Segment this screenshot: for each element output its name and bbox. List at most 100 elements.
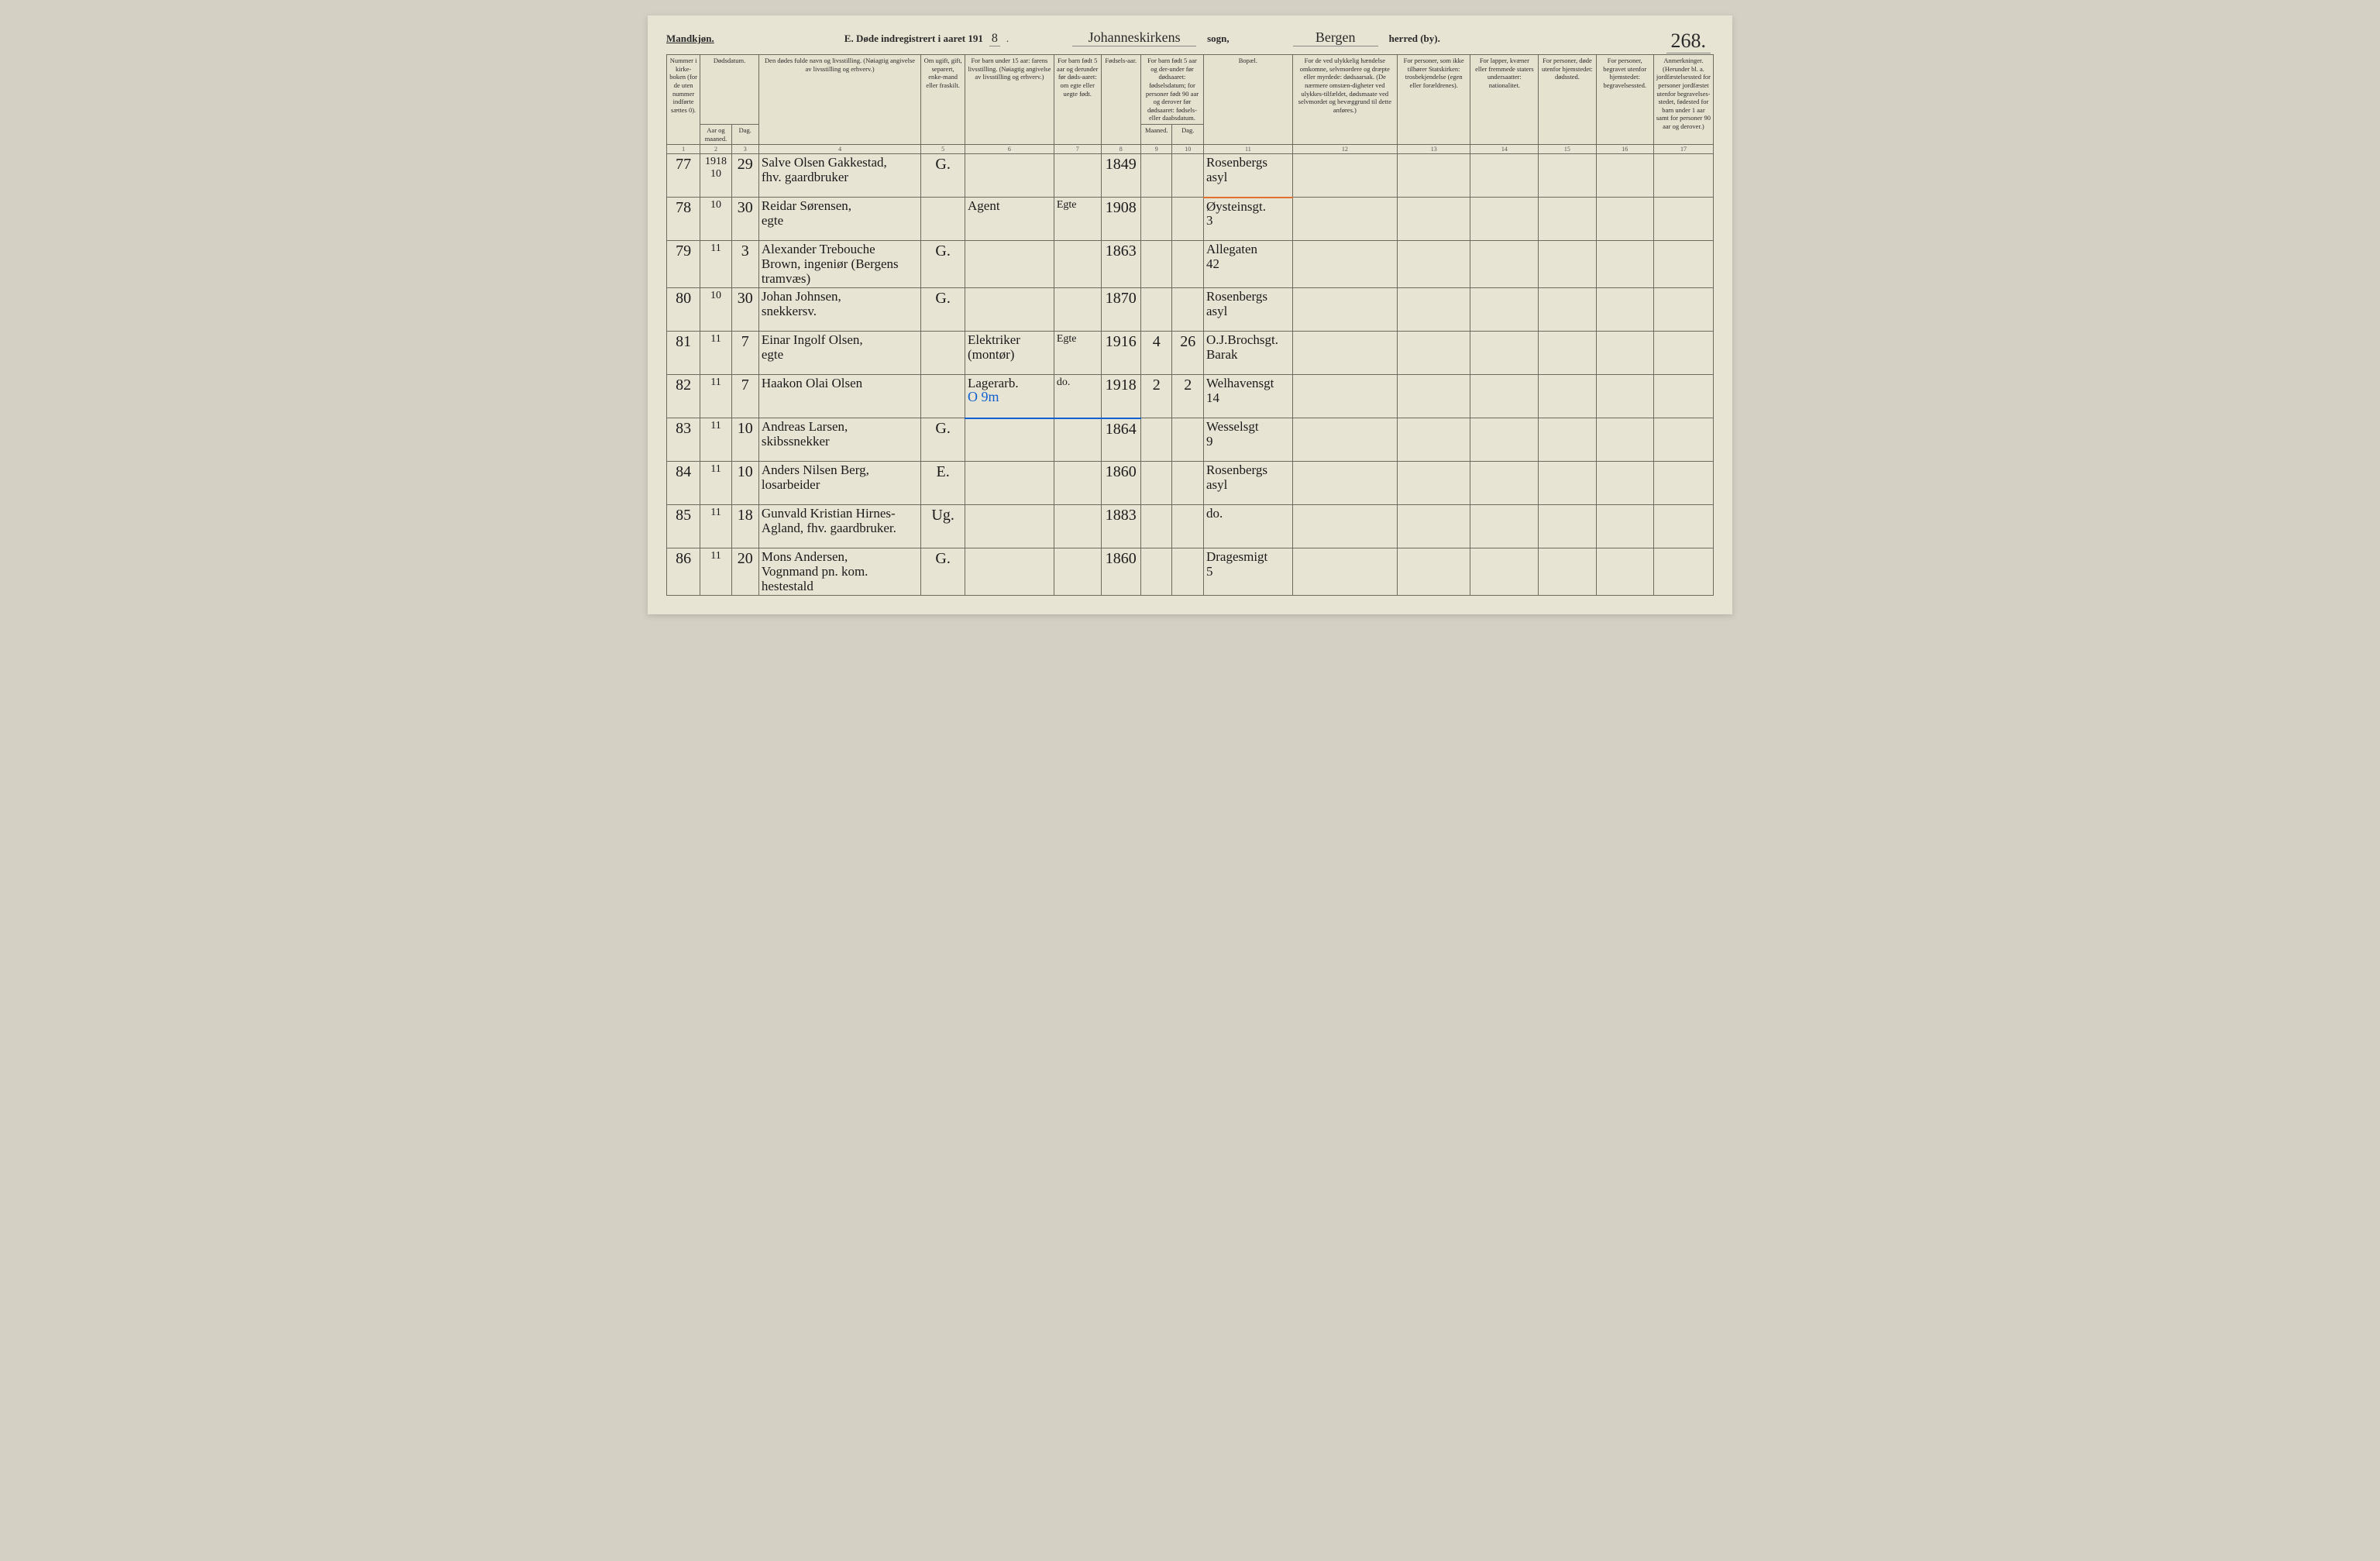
death-year-month: 11 xyxy=(700,241,732,288)
birth-month xyxy=(1140,505,1172,548)
birth-year: 1864 xyxy=(1101,418,1140,462)
marital-status: G. xyxy=(921,154,965,198)
birth-day xyxy=(1172,198,1204,241)
page-number: 268. xyxy=(1666,29,1711,53)
col-header: For personer, som ikke tilhører Statskir… xyxy=(1397,55,1470,145)
birth-month xyxy=(1140,241,1172,288)
col-header: For personer, begravet utenfor hjemstede… xyxy=(1596,55,1653,145)
cell-empty xyxy=(1596,505,1653,548)
cell-empty xyxy=(1397,288,1470,332)
deceased-name: Mons Andersen,Vognmand pn. kom. hestesta… xyxy=(758,548,920,596)
cell-empty xyxy=(1596,375,1653,418)
deceased-name: Einar Ingolf Olsen,egte xyxy=(758,332,920,375)
column-number-row: 1234567891011121314151617 xyxy=(667,145,1714,154)
column-number: 6 xyxy=(965,145,1054,154)
father-occupation: Agent xyxy=(965,198,1054,241)
residence: Øysteinsgt.3 xyxy=(1203,198,1292,241)
cell-empty xyxy=(1539,241,1596,288)
cell-empty xyxy=(1292,462,1397,505)
table-row: 831110Andreas Larsen,skibssnekkerG.1864W… xyxy=(667,418,1714,462)
cell-empty xyxy=(1596,418,1653,462)
cell-empty xyxy=(1397,548,1470,596)
legitimacy xyxy=(1054,241,1101,288)
cell-empty xyxy=(1292,375,1397,418)
table-row: 82117Haakon Olai OlsenLagerarb.O 9mdo.19… xyxy=(667,375,1714,418)
cell-empty xyxy=(1596,332,1653,375)
column-number: 7 xyxy=(1054,145,1101,154)
marital-status: G. xyxy=(921,241,965,288)
residence: Welhavensgt14 xyxy=(1203,375,1292,418)
death-year-month: 11 xyxy=(700,548,732,596)
entry-number: 86 xyxy=(667,548,700,596)
table-body: 7719181029Salve Olsen Gakkestad,fhv. gaa… xyxy=(667,154,1714,596)
cell-empty xyxy=(1653,241,1713,288)
deceased-name: Reidar Sørensen,egte xyxy=(758,198,920,241)
entry-number: 77 xyxy=(667,154,700,198)
cell-empty xyxy=(1397,505,1470,548)
birth-month: 2 xyxy=(1140,375,1172,418)
title-period: . xyxy=(1006,33,1009,45)
father-occupation xyxy=(965,418,1054,462)
table-row: 841110Anders Nilsen Berg,losarbeiderE.18… xyxy=(667,462,1714,505)
cell-empty xyxy=(1653,548,1713,596)
birth-day xyxy=(1172,288,1204,332)
col-header: For barn født 5 aar og derunder før døds… xyxy=(1054,55,1101,145)
father-occupation xyxy=(965,548,1054,596)
cell-empty xyxy=(1470,418,1539,462)
cell-empty xyxy=(1539,418,1596,462)
register-page: 268. Mandkjøn. E. Døde indregistrert i a… xyxy=(648,15,1732,614)
birth-year: 1918 xyxy=(1101,375,1140,418)
birth-day: 2 xyxy=(1172,375,1204,418)
birth-day xyxy=(1172,548,1204,596)
birth-year: 1908 xyxy=(1101,198,1140,241)
cell-empty xyxy=(1653,332,1713,375)
death-day: 7 xyxy=(731,375,758,418)
cell-empty xyxy=(1470,548,1539,596)
birth-day xyxy=(1172,462,1204,505)
legitimacy: Egte xyxy=(1054,332,1101,375)
column-number: 15 xyxy=(1539,145,1596,154)
father-occupation xyxy=(965,462,1054,505)
col-header: For personer, døde utenfor hjemstedet: d… xyxy=(1539,55,1596,145)
legitimacy xyxy=(1054,154,1101,198)
residence: Wesselsgt9 xyxy=(1203,418,1292,462)
entry-number: 81 xyxy=(667,332,700,375)
birth-year: 1860 xyxy=(1101,548,1140,596)
cell-empty xyxy=(1470,505,1539,548)
birth-day xyxy=(1172,154,1204,198)
legitimacy: do. xyxy=(1054,375,1101,418)
death-day: 10 xyxy=(731,418,758,462)
residence: Rosenbergsasyl xyxy=(1203,462,1292,505)
death-day: 30 xyxy=(731,198,758,241)
death-day: 10 xyxy=(731,462,758,505)
entry-number: 80 xyxy=(667,288,700,332)
cell-empty xyxy=(1653,154,1713,198)
cell-empty xyxy=(1539,462,1596,505)
residence: Allegaten42 xyxy=(1203,241,1292,288)
table-row: 81117Einar Ingolf Olsen,egteElektriker(m… xyxy=(667,332,1714,375)
col-header: Den dødes fulde navn og livsstilling. (N… xyxy=(758,55,920,145)
birth-year: 1870 xyxy=(1101,288,1140,332)
table-row: 781030Reidar Sørensen,egteAgentEgte1908Ø… xyxy=(667,198,1714,241)
cell-empty xyxy=(1470,332,1539,375)
birth-month xyxy=(1140,418,1172,462)
birth-day xyxy=(1172,505,1204,548)
column-number: 4 xyxy=(758,145,920,154)
cell-empty xyxy=(1397,332,1470,375)
marital-status xyxy=(921,375,965,418)
cell-empty xyxy=(1539,548,1596,596)
cell-empty xyxy=(1596,198,1653,241)
cell-empty xyxy=(1397,418,1470,462)
column-number: 17 xyxy=(1653,145,1713,154)
legitimacy xyxy=(1054,288,1101,332)
table-row: 79113Alexander TreboucheBrown, ingeniør … xyxy=(667,241,1714,288)
cell-empty xyxy=(1292,198,1397,241)
col-header: Dødsdatum. xyxy=(700,55,759,125)
birth-month xyxy=(1140,548,1172,596)
death-year-month: 11 xyxy=(700,332,732,375)
cell-empty xyxy=(1470,375,1539,418)
cell-empty xyxy=(1596,462,1653,505)
header-line: Mandkjøn. E. Døde indregistrert i aaret … xyxy=(666,29,1714,46)
legitimacy xyxy=(1054,418,1101,462)
column-number: 11 xyxy=(1203,145,1292,154)
